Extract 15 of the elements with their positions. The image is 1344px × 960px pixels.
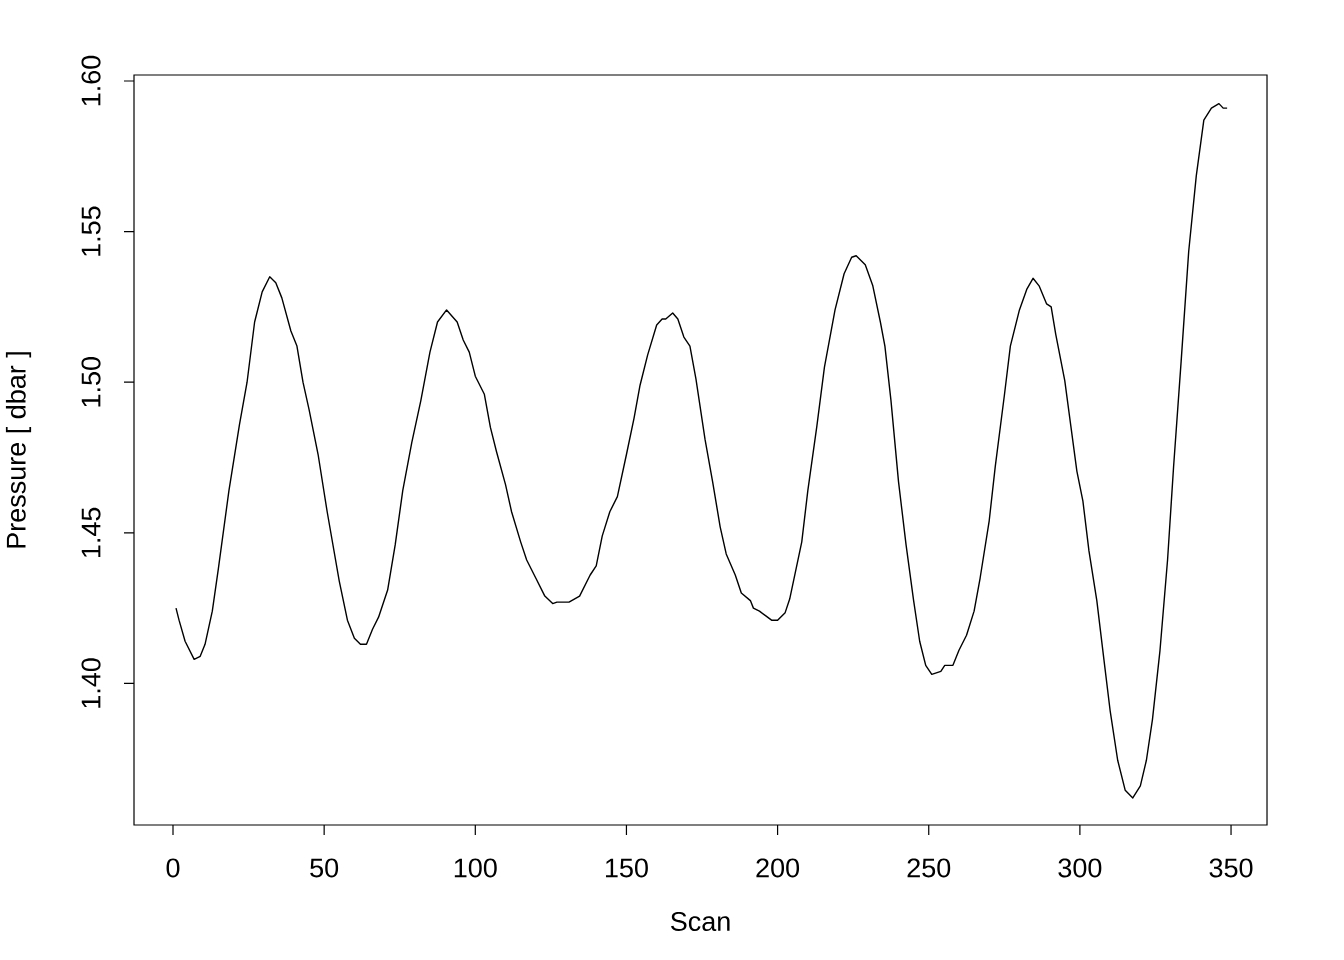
x-tick-label: 0	[166, 858, 180, 878]
x-tick-label: 50	[310, 858, 339, 878]
x-tick-label: 150	[605, 858, 648, 878]
y-axis-title: Pressure [ dbar ]	[5, 352, 32, 548]
x-tick-label: 200	[756, 858, 800, 878]
y-tick-label: 1.50	[81, 357, 101, 407]
x-tick-label: 100	[454, 858, 497, 878]
x-tick-label: 350	[1209, 858, 1253, 878]
y-tick-label: 1.40	[81, 658, 101, 708]
x-tick-label: 300	[1058, 858, 1102, 878]
x-axis-title: Scan	[670, 911, 730, 932]
y-tick-label: 1.45	[81, 507, 101, 558]
y-tick-label: 1.55	[81, 206, 101, 256]
y-tick-label: 1.60	[81, 55, 101, 106]
x-tick-label: 250	[907, 858, 951, 878]
